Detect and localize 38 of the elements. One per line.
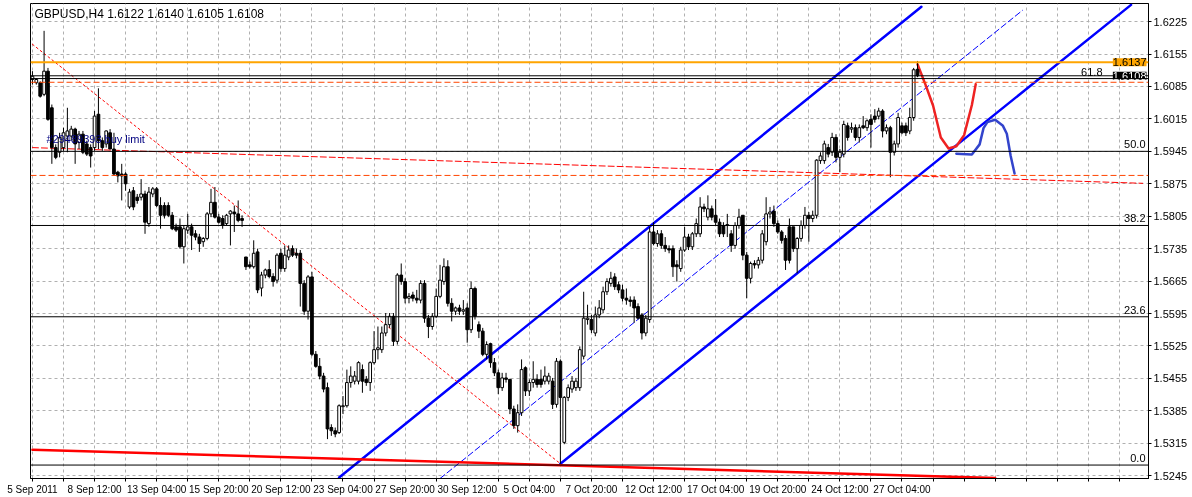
y-tick-label: 1.5245 — [1153, 469, 1188, 482]
annotation: 38.2 — [1124, 212, 1146, 225]
y-tick-label: 1.5595 — [1153, 307, 1188, 320]
chart-title: GBPUSD,H4 1.6122 1.6140 1.6105 1.6108 — [34, 6, 265, 21]
y-tick-label: 1.5385 — [1153, 404, 1188, 417]
y-tick-label: 1.6015 — [1153, 112, 1188, 125]
y-tick-label: 1.5665 — [1153, 275, 1188, 288]
x-tick-label: 30 Sep 12:00 — [437, 483, 498, 495]
y-tick-label: 1.6225 — [1153, 15, 1188, 28]
y-tick-label: 1.5525 — [1153, 339, 1188, 352]
x-tick-label: 13 Sep 04:00 — [126, 483, 187, 495]
y-tick-label: 1.5945 — [1153, 145, 1188, 158]
x-tick-label: 8 Sep 12:00 — [67, 483, 122, 495]
y-tick-label: 1.6085 — [1153, 80, 1188, 93]
ref-line-label: 1.6108 — [1112, 69, 1147, 82]
y-tick-label: 1.6155 — [1153, 48, 1188, 61]
x-tick-label: 24 Oct 12:00 — [811, 483, 869, 495]
x-tick-label: 27 Sep 20:00 — [375, 483, 436, 495]
x-tick-label: 5 Sep 2011 — [7, 483, 59, 495]
annotation: 50.0 — [1124, 138, 1146, 151]
annotation: 23.6 — [1124, 303, 1146, 316]
x-tick-label: 27 Oct 04:00 — [873, 483, 932, 495]
annotation: 61.8 — [1081, 65, 1103, 78]
y-tick-label: 1.5455 — [1153, 372, 1188, 385]
x-tick-label: 19 Oct 20:00 — [749, 483, 807, 495]
annotation: 0.0 — [1130, 452, 1146, 465]
y-tick-label: 1.5735 — [1153, 242, 1188, 255]
y-tick-label: 1.5315 — [1153, 437, 1188, 450]
y-tick-label: 1.5805 — [1153, 210, 1188, 223]
x-tick-label: 17 Oct 04:00 — [687, 483, 745, 495]
y-tick-label: 1.5875 — [1153, 177, 1188, 190]
x-tick-label: 5 Oct 04:00 — [503, 483, 556, 495]
x-tick-label: 7 Oct 20:00 — [565, 483, 618, 495]
x-tick-label: 15 Sep 20:00 — [189, 483, 249, 495]
x-tick-label: 20 Sep 12:00 — [251, 483, 312, 495]
ref-line-label: 1.6137 — [1112, 56, 1147, 69]
x-tick-label: 23 Sep 04:00 — [313, 483, 374, 495]
x-tick-label: 12 Oct 12:00 — [624, 483, 683, 495]
